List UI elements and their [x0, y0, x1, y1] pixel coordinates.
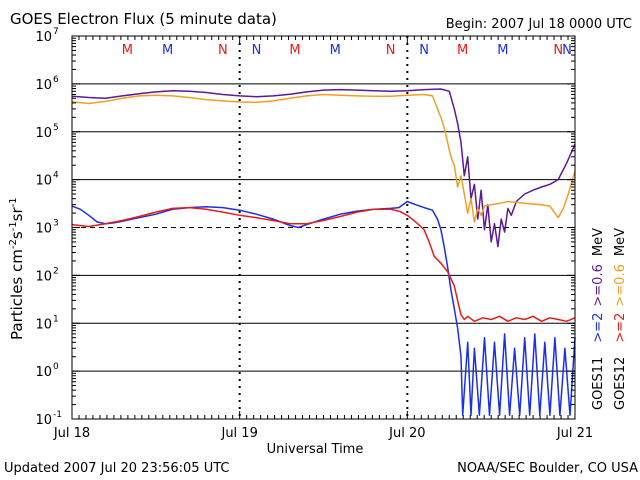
y-tick-exponent: 3: [53, 219, 59, 229]
updated-time: Updated 2007 Jul 20 23:56:05 UTC: [4, 461, 229, 476]
x-tick-label: Jul 18: [53, 426, 90, 441]
legend-unit: MeV: [591, 228, 606, 256]
x-tick-label: Jul 21: [556, 426, 593, 441]
x-tick-label: Jul 20: [388, 426, 425, 441]
legend-column: GOES12 >=2 >=0.6 MeV: [613, 228, 628, 410]
series-lines: [71, 88, 576, 416]
marker-label: M: [162, 43, 173, 58]
marker-label: M: [457, 43, 468, 58]
series-line-goes12_low: [71, 93, 576, 223]
y-tick-exponent: 1: [53, 314, 59, 324]
y-axis-title-exp: -1: [8, 197, 19, 207]
y-tick-label: 10: [35, 126, 52, 141]
y-axis-title-part: s: [8, 231, 26, 239]
marker-label: N: [218, 43, 228, 58]
day-dividers: [238, 36, 409, 419]
y-tick-label: 10: [35, 365, 52, 380]
legend: GOES11 >=2 >=0.6 MeV GOES12 >=2 >=0.6 MeV: [591, 228, 628, 410]
legend-low-energy: >=0.6: [591, 264, 606, 306]
y-tick-exponent: 5: [53, 123, 59, 133]
legend-entry: GOES12 >=2 >=0.6 MeV: [613, 228, 628, 410]
legend-low-energy: >=0.6: [613, 264, 628, 306]
y-axis-title-part: sr: [8, 207, 26, 222]
y-tick-label: 10: [35, 174, 52, 189]
y-tick-exponent: 6: [53, 75, 59, 85]
legend-column: GOES11 >=2 >=0.6 MeV: [591, 228, 606, 410]
chart-title: GOES Electron Flux (5 minute data): [10, 10, 277, 28]
legend-unit: MeV: [613, 228, 628, 256]
legend-satellite: GOES12: [613, 357, 628, 410]
y-axis-title-part: Particles cm: [8, 249, 26, 340]
y-axis-title-exp: -1: [8, 221, 19, 231]
series-line-goes11_low: [71, 88, 576, 248]
marker-label: M: [289, 43, 300, 58]
begin-time: Begin: 2007 Jul 18 0000 UTC: [446, 17, 632, 32]
marker-label: N: [252, 43, 262, 58]
y-axis-title: Particles cm-2s-1sr-1: [8, 197, 26, 340]
series-line-goes12_high: [71, 206, 576, 323]
y-tick-exponent: -1: [53, 410, 62, 420]
legend-high-energy: >=2: [591, 313, 606, 343]
marker-label: M: [122, 43, 133, 58]
marker-label: N: [386, 43, 396, 58]
marker-label: N: [553, 43, 563, 58]
x-axis-title: Universal Time: [267, 442, 364, 457]
legend-entry: GOES11 >=2 >=0.6 MeV: [591, 228, 606, 410]
y-tick-label: 10: [35, 317, 52, 332]
y-tick-exponent: 2: [53, 266, 59, 276]
y-tick-exponent: 0: [53, 362, 59, 372]
y-tick-exponent: 4: [53, 171, 59, 181]
legend-satellite: GOES11: [591, 357, 606, 410]
x-axis-ticks: Jul 18 Jul 19 Jul 20 Jul 21: [53, 36, 593, 441]
marker-label: M: [497, 43, 508, 58]
y-tick-exponent: 7: [53, 27, 59, 37]
marker-label: M: [330, 43, 341, 58]
y-tick-label: 10: [35, 30, 52, 45]
marker-label: N: [562, 43, 572, 58]
gridlines: [72, 83, 575, 372]
x-tick-label: Jul 19: [220, 426, 257, 441]
y-axis-title-exp: -2: [8, 239, 19, 249]
y-tick-label: 10: [35, 269, 52, 284]
legend-high-energy: >=2: [613, 313, 628, 343]
y-tick-label: 10: [35, 78, 52, 93]
y-tick-label: 10: [35, 413, 52, 428]
credit-text: NOAA/SEC Boulder, CO USA: [457, 461, 638, 476]
y-tick-label: 10: [35, 222, 52, 237]
marker-label: N: [419, 43, 429, 58]
